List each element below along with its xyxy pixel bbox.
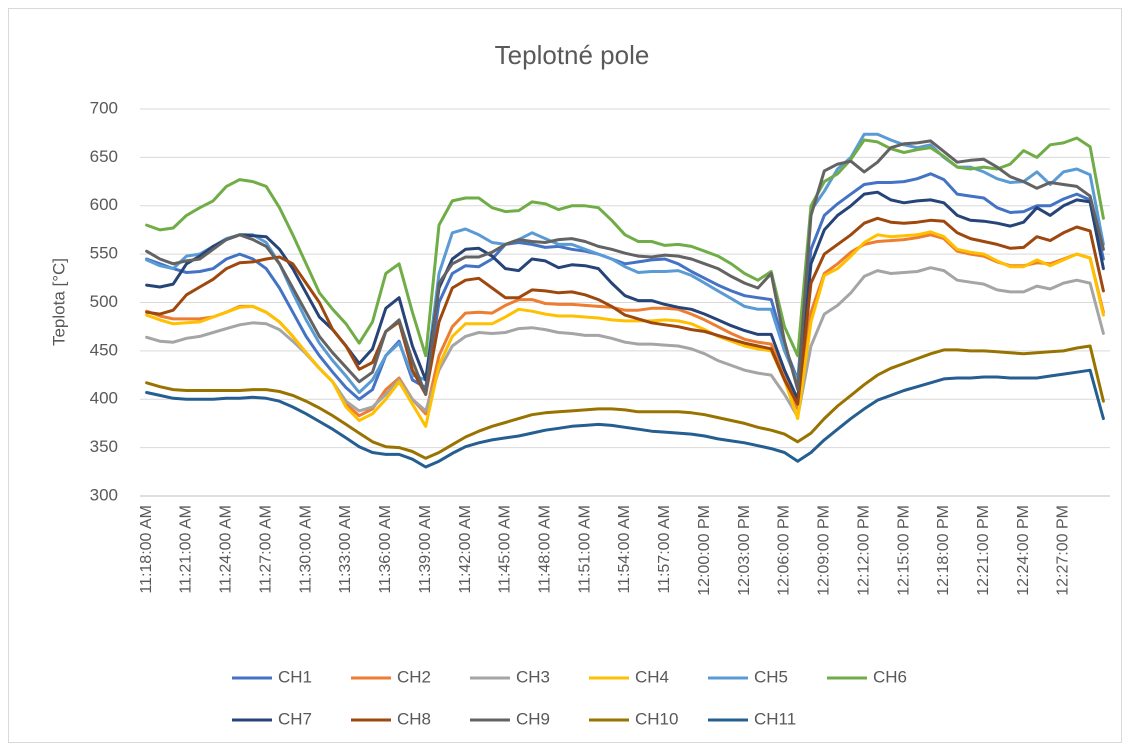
x-tick-label: 12:06:00 PM (776, 505, 793, 596)
chart-border (8, 8, 1122, 743)
x-tick-label: 11:48:00 AM (536, 505, 553, 594)
chart-title: Teplotné pole (495, 40, 650, 70)
y-tick-label: 300 (90, 485, 118, 504)
legend-label: CH11 (754, 709, 796, 728)
x-tick-label: 11:54:00 AM (616, 505, 633, 594)
legend-label: CH4 (635, 667, 669, 686)
legend-label: CH3 (516, 667, 550, 686)
legend-label: CH2 (397, 667, 431, 686)
x-tick-label: 12:15:00 PM (895, 505, 912, 596)
series-line (145, 139, 1105, 396)
x-tick-label: 12:03:00 PM (736, 505, 753, 596)
x-tick-label: 11:18:00 AM (138, 505, 155, 594)
y-tick-label: 550 (90, 244, 118, 263)
x-tick-label: 11:36:00 AM (377, 505, 394, 594)
x-tick-label: 12:12:00 PM (855, 505, 872, 596)
legend-label: CH10 (635, 709, 678, 728)
y-tick-label: 700 (90, 98, 118, 117)
x-tick-label: 11:24:00 AM (218, 505, 235, 594)
y-axis-title: Teplota [°C] (49, 258, 68, 346)
y-tick-label: 350 (90, 437, 118, 456)
series-line (145, 172, 1105, 401)
series-line (145, 344, 1105, 460)
x-tick-label: 11:27:00 AM (257, 505, 274, 594)
x-tick-label: 11:21:00 AM (178, 505, 195, 594)
series-line (145, 230, 1105, 428)
x-tick-label: 11:42:00 AM (457, 505, 474, 594)
legend-label: CH7 (278, 709, 312, 728)
series-line (145, 368, 1105, 469)
x-tick-label: 12:09:00 PM (816, 505, 833, 596)
x-tick-label: 12:21:00 PM (975, 505, 992, 596)
x-tick-label: 11:30:00 AM (297, 505, 314, 594)
y-tick-label: 450 (90, 340, 118, 359)
x-tick-label: 11:45:00 AM (497, 505, 514, 594)
x-tick-label: 12:24:00 PM (1015, 505, 1032, 596)
y-tick-label: 650 (90, 147, 118, 166)
series-line (145, 216, 1105, 406)
y-tick-label: 400 (90, 389, 118, 408)
x-tick-label: 11:57:00 AM (656, 505, 673, 594)
x-tick-label: 12:27:00 PM (1055, 505, 1072, 596)
legend-label: CH5 (754, 667, 788, 686)
legend-label: CH1 (278, 667, 312, 686)
x-tick-label: 11:51:00 AM (576, 505, 593, 594)
y-tick-label: 600 (90, 195, 118, 214)
legend-label: CH8 (397, 709, 431, 728)
legend-label: CH9 (516, 709, 550, 728)
series-line (145, 136, 1105, 358)
series-line (145, 190, 1105, 401)
x-tick-label: 12:00:00 PM (696, 505, 713, 596)
x-tick-label: 12:18:00 PM (935, 505, 952, 596)
x-tick-label: 11:39:00 AM (417, 505, 434, 594)
legend-label: CH6 (873, 667, 907, 686)
y-tick-label: 500 (90, 292, 118, 311)
x-tick-label: 11:33:00 AM (337, 505, 354, 594)
